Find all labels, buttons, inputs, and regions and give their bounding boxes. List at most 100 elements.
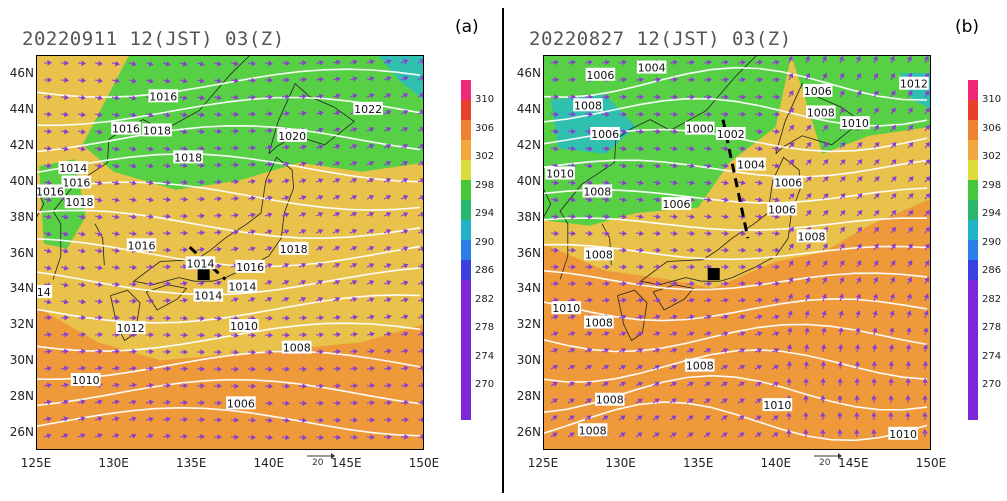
lat-tick-label: 38N — [516, 209, 541, 224]
colorbar-swatch — [968, 120, 978, 140]
isobar-label: 1004 — [736, 157, 766, 172]
colorbar-swatch — [461, 120, 471, 140]
lon-tick-label: 140E — [760, 456, 792, 470]
isobar-label: 1016 — [61, 175, 92, 189]
svg-text:1010: 1010 — [763, 399, 791, 412]
isobar-label: 1014 — [58, 161, 89, 175]
colorbar-label: 302 — [475, 151, 495, 162]
colorbar-swatch — [461, 200, 471, 220]
isobar-label: 1018 — [64, 195, 95, 209]
vector-scale-arrow — [307, 453, 335, 459]
colorbar-label: 290 — [475, 236, 495, 248]
lat-tick-label: 36N — [516, 245, 541, 260]
isobar-label: 1008 — [796, 229, 827, 243]
colorbar-label: 270 — [982, 379, 1002, 390]
vector-scale-label: 20 — [312, 458, 324, 468]
svg-text:1016: 1016 — [112, 123, 140, 136]
field-region — [377, 55, 424, 100]
svg-text:1010: 1010 — [841, 117, 869, 130]
colorbar-swatch — [968, 260, 978, 280]
field-region — [82, 55, 424, 190]
svg-text:1014: 1014 — [194, 290, 222, 303]
lat-tick-label: 34N — [516, 281, 541, 296]
wind-vectors — [43, 59, 424, 441]
svg-text:1008: 1008 — [585, 317, 613, 330]
colorbar-label: 298 — [475, 179, 495, 191]
isobar-label: 1002 — [715, 127, 746, 141]
isobar-label: 1010 — [551, 301, 582, 315]
isobar-label: 1016 — [148, 89, 179, 103]
isobar-label: 1012 — [115, 320, 146, 335]
colorbar-swatch — [461, 180, 471, 200]
isobar-label: 1008 — [573, 98, 603, 112]
svg-text:1006: 1006 — [591, 128, 619, 141]
isobar-label: 1008 — [584, 247, 614, 261]
coastline — [132, 156, 295, 286]
svg-text:1000: 1000 — [686, 123, 714, 136]
svg-text:1016: 1016 — [236, 261, 264, 274]
svg-text:1016: 1016 — [36, 185, 64, 198]
colorbar-swatch — [968, 200, 978, 220]
colorbar — [968, 80, 978, 420]
svg-text:1008: 1008 — [807, 106, 835, 119]
colorbar-label: 278 — [982, 322, 1002, 333]
colorbar-swatch — [461, 260, 471, 280]
isobar-label: 1008 — [584, 315, 614, 330]
svg-text:1004: 1004 — [638, 62, 666, 75]
colorbar-label: 290 — [982, 236, 1002, 248]
isobar-label: 1006 — [661, 197, 692, 211]
panel-label: (b) — [955, 17, 980, 37]
map-canvas: 1006 1004 1008 1006 1000 1002 1004 1006 1008 1010… — [543, 55, 931, 450]
lat-tick-label: 30N — [9, 353, 34, 368]
colorbar-swatch — [968, 220, 978, 240]
svg-text:1008: 1008 — [596, 394, 624, 407]
isobar-label: 1016 — [111, 121, 141, 136]
colorbar-swatch — [461, 240, 471, 260]
lon-tick-label: 135E — [682, 456, 714, 470]
lat-tick-label: 38N — [9, 209, 34, 224]
svg-text:1008: 1008 — [283, 342, 311, 355]
colorbar-swatch — [968, 140, 978, 160]
field-region — [543, 198, 931, 450]
lat-tick-label: 42N — [516, 137, 541, 152]
svg-text:1012: 1012 — [900, 78, 928, 91]
lat-tick-label: 32N — [516, 317, 541, 332]
isobar-label: 1018 — [173, 150, 203, 164]
lon-tick-label: 130E — [605, 456, 636, 470]
svg-text:1008: 1008 — [583, 185, 611, 198]
svg-text:1006: 1006 — [662, 198, 690, 211]
isobar-label: 1008 — [577, 423, 608, 437]
svg-text:1004: 1004 — [737, 159, 765, 172]
vector-scale-label: 20 — [819, 458, 831, 468]
lon-tick-label: 150E — [915, 456, 947, 470]
colorbar-label: 282 — [475, 293, 495, 305]
colorbar-label: 286 — [475, 265, 495, 276]
lon-tick-label: 125E — [527, 456, 559, 470]
isobar-label: 1018 — [142, 123, 172, 137]
isobar-label: 1018 — [278, 241, 309, 256]
isobar-label: 1010 — [840, 116, 870, 130]
svg-text:1018: 1018 — [65, 196, 93, 209]
svg-text:1010: 1010 — [889, 428, 917, 441]
svg-text:1006: 1006 — [774, 176, 802, 189]
coastline — [775, 83, 862, 155]
isobar-label: 1014 — [227, 279, 258, 294]
colorbar-label: 310 — [475, 94, 495, 105]
lon-tick-label: 145E — [331, 456, 362, 470]
svg-text:1006: 1006 — [768, 203, 796, 216]
colorbar-label: 294 — [982, 208, 1002, 219]
isobar-label: 1008 — [281, 340, 312, 355]
svg-text:1016: 1016 — [149, 90, 177, 103]
panel-a: 20220911 12(JST) 03(Z) (a) 1016 1016 1018 1… — [0, 0, 500, 501]
location-marker — [707, 268, 720, 281]
lon-tick-label: 145E — [838, 456, 869, 470]
svg-text:1018: 1018 — [174, 151, 202, 164]
lat-tick-label: 46N — [516, 65, 541, 80]
colorbar-label: 286 — [982, 265, 1002, 276]
lat-tick-label: 42N — [9, 137, 34, 152]
colorbar — [461, 80, 471, 420]
isobar-label: 1016 — [36, 184, 65, 198]
svg-text:14: 14 — [37, 286, 51, 299]
isobar-label: 1016 — [235, 259, 265, 274]
